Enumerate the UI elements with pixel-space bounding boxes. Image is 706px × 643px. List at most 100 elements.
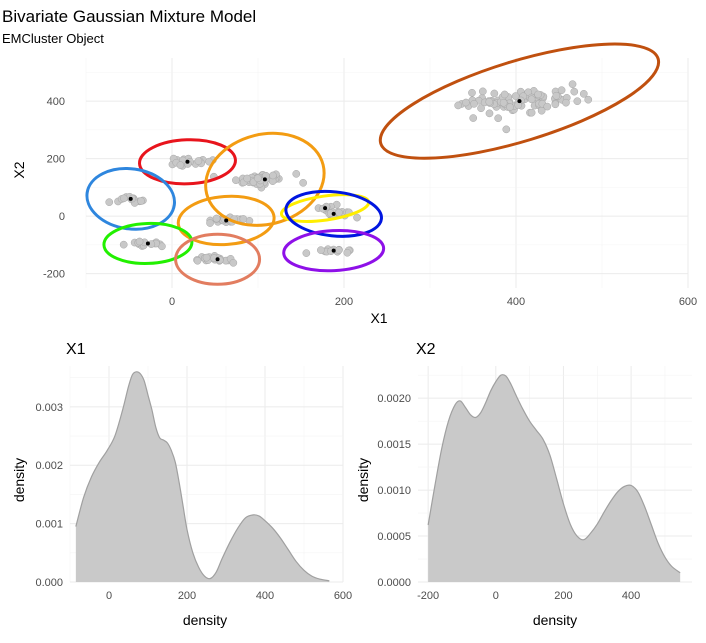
data-point [573,97,582,106]
scatter-panel: 0 200 400 600 -200 0 200 400 X1 X2 [11,42,697,326]
data-point [485,97,494,106]
cluster-center [215,257,220,262]
cluster-centers [128,99,522,262]
data-point [469,114,478,122]
data-point [502,125,511,134]
x2-density-y-tick-label: 0.0015 [377,439,411,451]
scatter-x-tick-label: 0 [169,296,175,308]
x1-density-y-axis-title: density [11,458,27,502]
data-point [137,197,145,205]
x1-density-title: X1 [66,341,86,358]
data-point [454,101,463,110]
x2-density-y-tick-label: 0.0020 [377,393,411,405]
data-point [353,213,361,222]
x1-density-y-tick-label: 0.001 [35,519,63,531]
data-point [485,109,494,118]
data-point [543,102,552,111]
x2-density-y-axis-title: density [355,458,371,502]
scatter-y-tick-label: 200 [47,154,65,166]
scatter-x-axis-title: X1 [370,310,387,326]
data-point [500,90,509,99]
cluster-center [128,196,133,201]
scatter-x-tick-label: 200 [335,296,353,308]
cluster-ellipse [102,221,194,265]
data-point [584,95,593,104]
data-point [302,249,311,257]
x2-density-area [427,374,681,582]
cluster-center [517,99,522,104]
x2-density-y-tick-label: 0.0005 [377,531,411,543]
cluster-center [145,241,150,246]
cluster-ellipse [138,138,237,186]
data-point [478,87,487,96]
cluster-ellipse [204,131,326,227]
data-point [506,103,514,111]
data-point [470,100,478,108]
data-point [499,98,508,107]
data-point [490,89,499,98]
data-point [239,215,248,223]
x2-density-x-tick-label: 400 [622,590,640,602]
data-point [212,214,221,223]
x1-density-x-tick-label: 600 [334,590,352,602]
data-point [343,248,352,257]
data-point [552,91,561,100]
data-point [232,176,240,185]
data-point [202,253,211,262]
data-point [119,240,128,249]
x1-density-x-tick-label: 200 [178,590,196,602]
data-point [534,90,542,99]
data-point [557,86,566,95]
data-point [193,256,202,265]
x1-density-x-tick-label: 0 [106,590,112,602]
data-point [468,88,476,97]
x2-density-panel: X2 -200 0 200 400 0.0000 0.0005 0.0010 0.0015 0.… [355,341,692,628]
data-point [206,219,214,227]
x1-density-y-tick-label: 0.002 [35,460,63,472]
cluster-ellipse [284,189,383,238]
data-point [562,98,570,107]
x2-density-title: X2 [416,341,436,358]
x2-density-x-tick-label: 0 [493,590,499,602]
data-point [229,258,238,267]
chart-subtitle: EMCluster Object [2,31,104,46]
chart-title: Bivariate Gaussian Mixture Model [2,7,256,26]
cluster-center [331,248,336,253]
data-point [579,89,588,98]
x2-density-y-tick-label: 0.0010 [377,485,411,497]
cluster-ellipse [378,42,661,160]
data-point [524,88,533,97]
cluster-ellipses [85,42,661,286]
scatter-y-tick-label: -200 [43,269,65,281]
data-point [120,194,128,203]
data-point [462,98,470,107]
x1-density-x-tick-label: 400 [256,590,274,602]
data-point [494,114,503,123]
x1-density-curve [75,371,330,582]
data-point [254,174,262,183]
x1-density-ticks: 0 200 400 600 0.000 0.001 0.002 0.003 [35,402,352,602]
data-point [568,80,577,89]
cluster-center [185,159,190,164]
x2-density-x-tick-label: -200 [417,590,439,602]
data-point [299,178,307,187]
cluster-center [262,177,267,182]
x1-density-panel: X1 0 200 400 600 0.000 0.001 0.002 0.003 densit… [11,341,352,628]
data-point [176,161,185,169]
x2-density-x-axis-title: density [533,612,577,628]
data-point [194,157,203,165]
data-point [105,198,114,207]
x2-density-fill [428,374,681,582]
x1-density-fill [75,371,330,582]
x2-density-ticks: -200 0 200 400 0.0000 0.0005 0.0010 0.0015 0.002… [377,393,640,602]
data-point [243,174,251,183]
data-point [334,246,343,254]
x1-density-x-axis-title: density [183,612,227,628]
cluster-ellipse [174,232,262,286]
cluster-center [323,206,328,211]
x1-density-y-tick-label: 0.000 [35,577,63,589]
data-point [527,95,536,104]
data-point [135,237,144,246]
cluster-center [224,218,229,223]
